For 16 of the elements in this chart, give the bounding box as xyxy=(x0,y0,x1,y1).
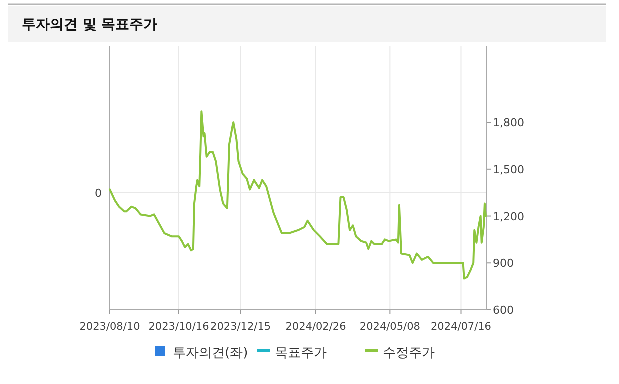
x-tick-label: 2023/12/15 xyxy=(210,321,272,333)
legend-label: 수정주가 xyxy=(383,346,435,361)
y2-tick-label: 1,800 xyxy=(493,116,524,130)
legend-label: 목표주가 xyxy=(275,346,327,361)
y2-tick-label: 1,500 xyxy=(493,163,524,176)
legend-label: 투자의견(좌) xyxy=(173,346,248,361)
y2-tick-label: 1,200 xyxy=(493,210,524,224)
y2-tick-label: 600 xyxy=(493,304,514,317)
x-tick-label: 2023/10/16 xyxy=(148,321,210,333)
annotation: 0 xyxy=(95,187,102,200)
x-tick-label: 2024/07/16 xyxy=(430,321,492,333)
title: 투자의견 및 목표주가 xyxy=(22,17,158,33)
x-tick-label: 2024/05/08 xyxy=(360,321,420,333)
x-tick-label: 2023/08/10 xyxy=(80,321,140,333)
x-tick-label: 2024/02/26 xyxy=(286,321,347,333)
y2-tick-label: 900 xyxy=(493,257,514,270)
